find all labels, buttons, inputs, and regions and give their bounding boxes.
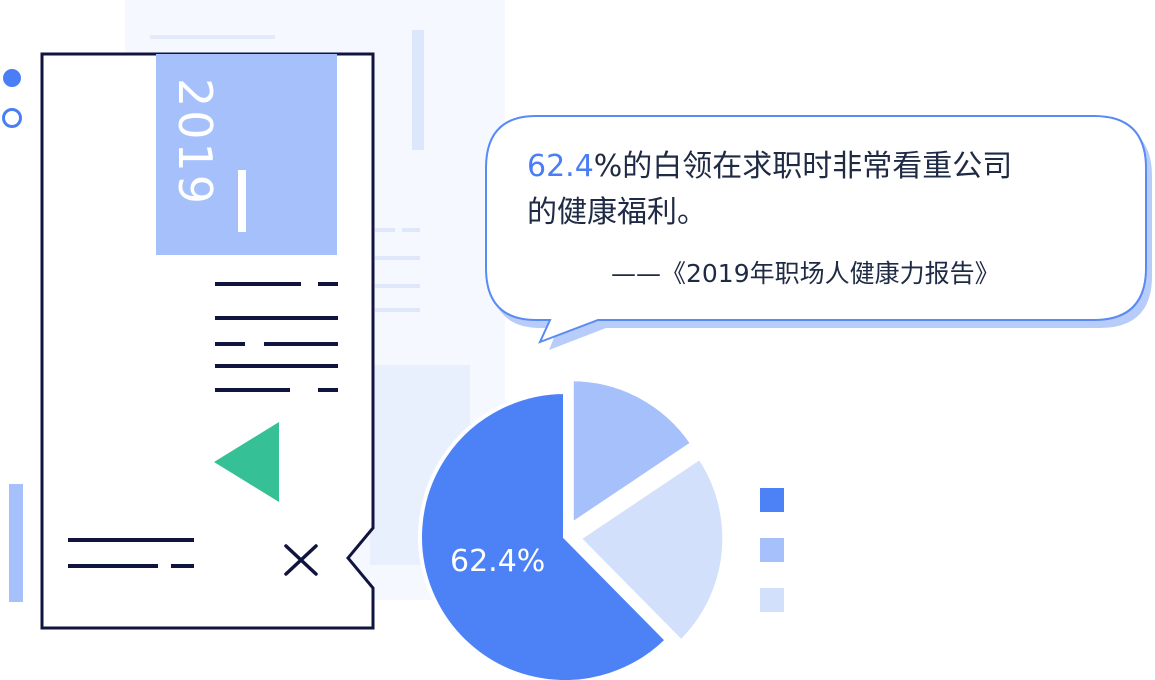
quote-body-line2: 的健康福利。 — [527, 195, 707, 230]
left-accent-bar — [9, 484, 23, 602]
background-line — [150, 35, 275, 39]
outline-dot — [2, 108, 22, 128]
pie-slice-label-main: 62.4% — [450, 544, 546, 579]
filled-dot — [3, 69, 21, 87]
pie-slice-1 — [418, 389, 670, 680]
background-bar — [412, 30, 424, 150]
close-icon — [284, 544, 318, 576]
pie-slice-3 — [576, 454, 727, 645]
pie-chart — [418, 377, 727, 680]
legend-swatch-3 — [760, 588, 784, 612]
legend-swatch-1 — [760, 488, 784, 512]
document-text-lines — [68, 282, 338, 568]
speech-bubble — [485, 115, 1152, 350]
quote-highlight: 62.4 — [527, 149, 594, 184]
year-underline — [238, 170, 246, 232]
quote-source: ——《2019年职场人健康力报告》 — [611, 259, 1000, 288]
legend-swatch-2 — [760, 538, 784, 562]
quote-text: 62.4%的白领在求职时非常看重公司的健康福利。 — [527, 144, 1127, 236]
document-year: 2019 — [168, 78, 222, 208]
background-dashes — [375, 228, 420, 312]
play-triangle-icon — [214, 422, 279, 502]
quote-body-line1: %的白领在求职时非常看重公司 — [593, 149, 1013, 184]
year-block — [156, 54, 337, 255]
pie-slice-2 — [569, 377, 695, 529]
legend — [760, 488, 784, 612]
